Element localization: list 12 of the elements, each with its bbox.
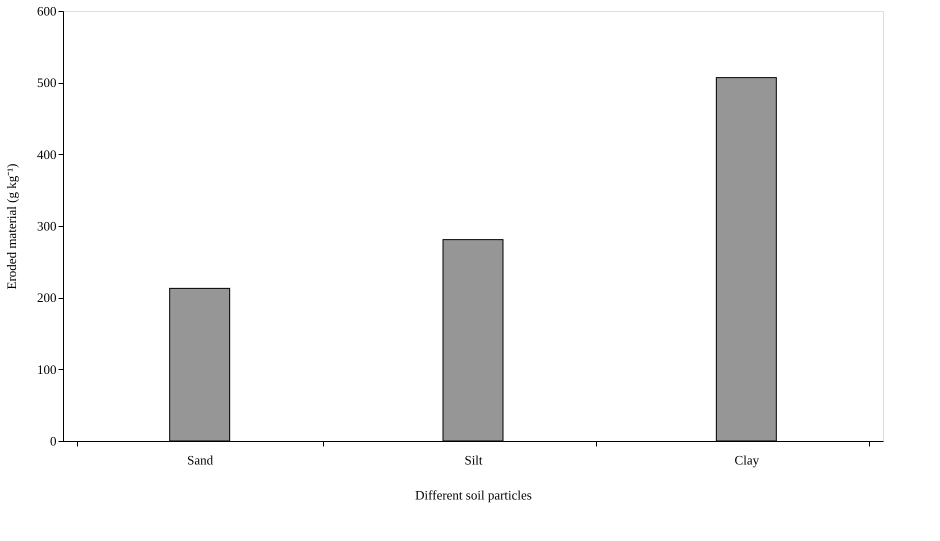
x-tick-label: Clay [734, 452, 760, 468]
y-tick-label: 500 [37, 75, 56, 90]
y-tick-label: 600 [37, 4, 56, 18]
x-axis-title: Different soil particles [415, 488, 532, 502]
x-tick-label: Sand [187, 452, 214, 468]
y-tick-label: 400 [37, 146, 56, 162]
x-tick-label: Silt [464, 452, 483, 468]
y-tick-label: 200 [37, 290, 56, 306]
y-tick-label: 300 [37, 218, 56, 234]
y-tick-label: 0 [50, 434, 56, 448]
y-axis-title: Eroded material (g kg⁻¹) [4, 164, 19, 290]
y-tick-label: 100 [37, 362, 56, 377]
